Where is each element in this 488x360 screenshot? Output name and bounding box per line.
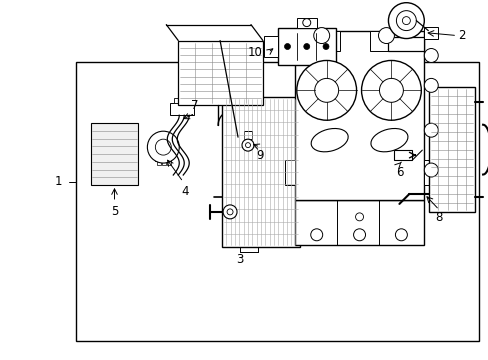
Ellipse shape (370, 129, 407, 152)
Text: 7: 7 (191, 99, 199, 112)
Bar (170, 103, 194, 115)
Circle shape (353, 229, 365, 241)
Circle shape (245, 143, 250, 148)
Text: 5: 5 (111, 205, 118, 219)
Circle shape (323, 44, 328, 50)
Text: 1: 1 (55, 175, 62, 189)
Circle shape (395, 229, 407, 241)
Text: 8: 8 (435, 211, 442, 224)
Bar (222, 97, 299, 247)
Circle shape (314, 78, 338, 102)
Circle shape (424, 49, 437, 62)
Circle shape (147, 131, 179, 163)
Circle shape (378, 28, 394, 44)
Circle shape (396, 11, 415, 31)
Circle shape (223, 205, 237, 219)
Text: 2: 2 (457, 29, 465, 42)
Circle shape (402, 17, 409, 24)
Bar (424, 160, 433, 185)
Circle shape (361, 60, 421, 120)
Circle shape (424, 163, 437, 177)
Bar (369, 31, 404, 50)
Circle shape (302, 19, 310, 27)
Bar (294, 200, 424, 245)
Circle shape (242, 139, 253, 151)
Bar (162, 160, 166, 165)
Bar (157, 160, 161, 165)
Bar (394, 150, 411, 160)
Bar (424, 27, 437, 39)
Circle shape (379, 78, 403, 102)
Bar (182, 98, 188, 103)
Bar (90, 123, 138, 185)
Text: 4: 4 (181, 185, 188, 198)
Circle shape (226, 209, 233, 215)
Circle shape (313, 28, 329, 44)
Text: 10: 10 (247, 46, 262, 59)
Circle shape (355, 213, 363, 221)
Circle shape (424, 123, 437, 137)
Bar (296, 18, 316, 28)
Bar (277, 28, 335, 66)
Bar (76, 62, 478, 341)
Circle shape (284, 44, 290, 50)
Bar (167, 160, 171, 165)
Text: 6: 6 (395, 166, 402, 179)
Circle shape (424, 78, 437, 92)
Bar (244, 131, 251, 139)
Ellipse shape (310, 129, 347, 152)
Circle shape (155, 139, 171, 155)
Bar (304, 31, 339, 50)
Text: 9: 9 (256, 149, 263, 162)
Bar (155, 153, 171, 161)
Bar (294, 31, 424, 200)
Bar (174, 98, 180, 103)
Circle shape (310, 229, 322, 241)
Bar (264, 36, 277, 58)
Bar (428, 87, 474, 212)
Bar (387, 37, 424, 50)
Bar (178, 41, 263, 105)
Bar (285, 160, 294, 185)
Circle shape (387, 3, 424, 39)
Circle shape (303, 44, 309, 50)
Text: 3: 3 (236, 253, 243, 266)
Circle shape (296, 60, 356, 120)
